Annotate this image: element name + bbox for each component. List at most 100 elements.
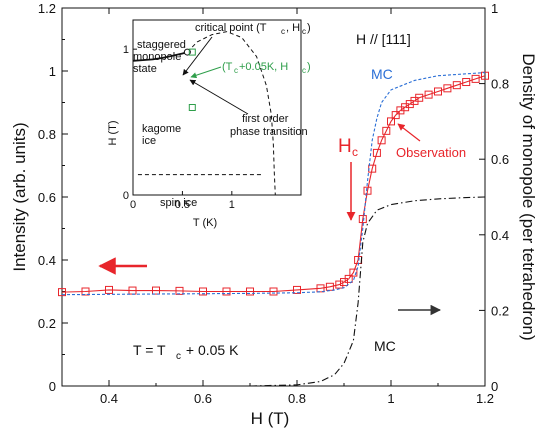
observation-point xyxy=(387,117,395,126)
observation-point xyxy=(391,111,400,120)
observation-point xyxy=(293,285,301,294)
inset-label-green: (T c +0.05K, H c ) xyxy=(222,61,311,75)
observation-point xyxy=(349,268,358,277)
inset-label-staggered-1: staggered xyxy=(137,39,186,51)
inset-boundary-1 xyxy=(186,31,276,196)
y-axis-left-title: Intensity (arb. units) xyxy=(10,122,29,271)
critical-end: ) xyxy=(307,22,311,34)
mc-black-label: MC xyxy=(374,338,396,354)
x-tick-label: 0.6 xyxy=(194,391,212,406)
observation-point xyxy=(105,285,113,294)
observation-point xyxy=(344,274,353,283)
observation-label: Observation xyxy=(396,145,466,160)
y-right-tick-label: 0.2 xyxy=(491,303,509,318)
inset-label-fopt-1: first order xyxy=(242,113,289,125)
hc-label-main: H xyxy=(338,136,352,157)
observation-point xyxy=(481,71,489,80)
critical-sub2: c xyxy=(302,27,306,36)
inset-label-kagome-2: ice xyxy=(142,135,156,147)
observation-point xyxy=(325,282,334,291)
y-right-tick-label: 1 xyxy=(491,1,498,16)
series-line-1 xyxy=(61,72,486,296)
y-left-tick-label: 0.2 xyxy=(38,316,56,331)
x-axis-title: H (T) xyxy=(251,409,290,428)
observation-point xyxy=(372,148,381,157)
y-right-tick-label: 0.4 xyxy=(491,228,509,243)
inset-boundary-0 xyxy=(132,51,188,62)
observation-point xyxy=(58,288,66,297)
observation-point xyxy=(415,93,424,102)
observation-point xyxy=(335,280,344,289)
green-sub1: c xyxy=(234,66,238,75)
inset-label-kagome-1: kagome xyxy=(142,123,181,135)
inset-y-title: H (T) xyxy=(107,120,119,145)
observation-point xyxy=(269,287,278,296)
observation-point xyxy=(152,286,160,295)
y-left-tick-label: 0.8 xyxy=(38,127,56,142)
y-right-tick-label: 0.8 xyxy=(491,77,509,92)
y-left-tick-label: 0.6 xyxy=(38,190,56,205)
inset-frame xyxy=(132,19,302,196)
hc-label: H c xyxy=(338,136,358,159)
x-tick-label: 1.2 xyxy=(476,391,494,406)
y-left-tick-label: 0 xyxy=(49,379,56,394)
temperature-label-main: T = T xyxy=(133,342,166,358)
observation-point xyxy=(199,287,207,296)
y-right-tick-label: 0 xyxy=(491,379,498,394)
y-right-tick-label: 0.6 xyxy=(491,152,509,167)
inset-x-title: T (K) xyxy=(193,217,217,229)
observation-point xyxy=(452,81,461,90)
field-direction-label: H // [111] xyxy=(356,31,411,47)
temperature-label-rest: + 0.05 K xyxy=(182,342,239,358)
mc-blue-label: MC xyxy=(371,66,393,82)
main-ticks: 0.4 0.6 0.8 1 1.200.20.40.60.811.200.20.40.6… xyxy=(38,1,509,406)
observation-point xyxy=(443,84,452,93)
temperature-label: T = T c + 0.05 K xyxy=(133,342,239,362)
green-point-pointer xyxy=(190,66,222,79)
green-mid: +0.05K, H xyxy=(239,61,288,73)
inset-label-spin-ice: spin ice xyxy=(160,197,197,209)
inset-label-staggered-2: monopole xyxy=(133,51,181,63)
hc-label-sub: c xyxy=(352,145,358,159)
critical-main: critical point (T xyxy=(195,22,267,34)
inset-label-fopt-2: phase transition xyxy=(230,126,308,138)
inset-x-tick-label: 1 xyxy=(229,199,235,211)
observation-point xyxy=(424,90,433,99)
observation-point xyxy=(363,186,372,195)
green-end: ) xyxy=(307,61,311,73)
observation-arrow xyxy=(397,123,421,142)
critical-mid: , H xyxy=(286,22,300,34)
inset-label-critical-point: critical point (T c , H c ) xyxy=(195,22,311,36)
y-left-tick-label: 1.2 xyxy=(38,1,56,16)
inset-ticks: 0 0.5 1 0 1 xyxy=(123,44,235,211)
inset-x-tick-label: 0.5 xyxy=(175,199,190,211)
fopt-pointer xyxy=(189,79,249,115)
main-series xyxy=(58,71,489,387)
temperature-label-sub: c xyxy=(176,351,181,362)
inset-chart: 0 0.5 1 0 1 T (K) H (T) staggered monopole s… xyxy=(107,19,311,229)
observation-point xyxy=(222,287,231,296)
observation-point xyxy=(382,126,391,135)
green-main: (T xyxy=(222,61,233,73)
y-left-tick-label: 0.4 xyxy=(38,253,56,268)
inset-point-2 xyxy=(188,104,196,111)
observation-point xyxy=(434,87,442,96)
observation-point xyxy=(358,215,367,224)
y-left-tick-label: 1 xyxy=(49,64,56,79)
inset-y-tick-label: 1 xyxy=(123,44,129,56)
inset-y-tick-label: 0 xyxy=(123,190,129,202)
critical-sub1: c xyxy=(281,27,285,36)
series-line-2 xyxy=(249,196,486,387)
y-axis-right-title: Density of monopole (per tetrahedron) xyxy=(519,53,538,340)
inset-label-staggered-3: state xyxy=(133,63,157,75)
observation-point xyxy=(377,136,386,145)
x-tick-label: 0.4 xyxy=(100,391,118,406)
x-tick-label: 1 xyxy=(387,391,394,406)
critical-point-pointer xyxy=(182,36,213,76)
observation-point xyxy=(81,287,90,296)
observation-point xyxy=(316,284,325,293)
inset-x-tick-label: 0 xyxy=(130,199,136,211)
observation-point xyxy=(471,74,480,83)
inset-series xyxy=(132,31,276,196)
